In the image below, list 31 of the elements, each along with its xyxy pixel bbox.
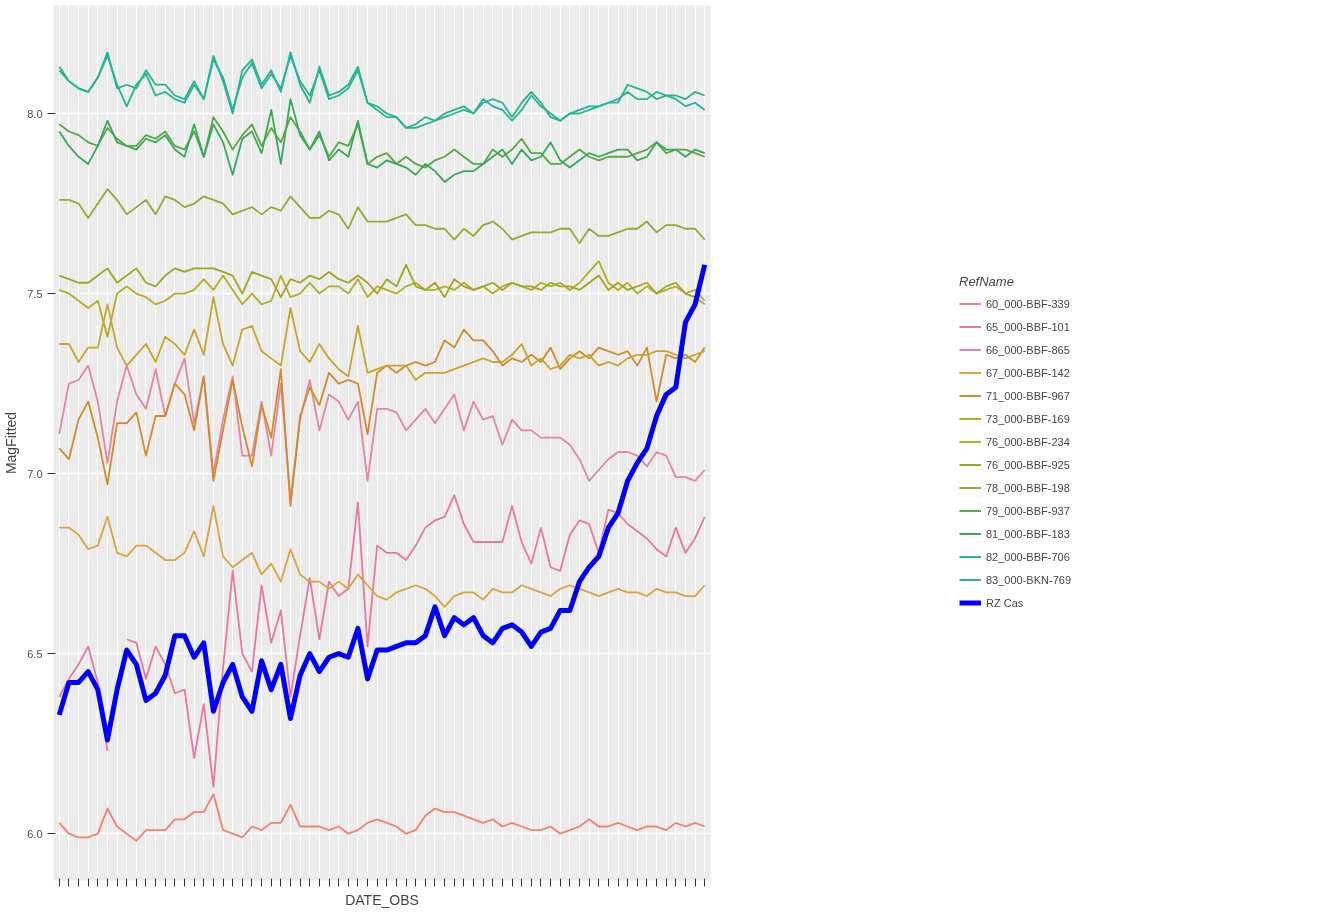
legend-label: 76_000-BBF-234 xyxy=(985,435,1070,447)
legend-title: RefName xyxy=(958,273,1015,288)
y-tick-label: 6.5 xyxy=(27,647,43,660)
legend-label: 73_000-BBF-169 xyxy=(985,412,1070,424)
line-series xyxy=(58,793,706,842)
line-series xyxy=(58,296,706,381)
legend-label: 82_000-BBF-706 xyxy=(985,550,1070,562)
legend-label: 65_000-BBF-101 xyxy=(985,320,1070,332)
y-tick-label: 7.5 xyxy=(27,287,43,300)
line-series xyxy=(58,188,706,245)
legend-label: 60_000-BBF-339 xyxy=(985,297,1070,309)
legend-label: 67_000-BBF-142 xyxy=(985,366,1070,378)
line-series xyxy=(58,263,706,306)
legend-label: 79_000-BBF-937 xyxy=(985,504,1070,516)
legend-label: 83_000-BKN-769 xyxy=(985,573,1072,585)
y-axis-title: MagFitted xyxy=(3,411,20,475)
legend-label: 76_000-BBF-925 xyxy=(985,458,1070,470)
legend-label: 66_000-BBF-865 xyxy=(985,343,1070,355)
line-series xyxy=(58,328,706,507)
y-tick-label: 7.0 xyxy=(27,467,43,480)
y-tick-label: 8.0 xyxy=(27,107,43,120)
y-tick-label: 6.0 xyxy=(27,827,43,840)
legend-label: 81_000-BBF-183 xyxy=(985,527,1070,539)
x-axis-title: DATE_OBS xyxy=(345,891,419,908)
legend-label: 78_000-BBF-198 xyxy=(985,481,1070,493)
line-series xyxy=(58,505,706,608)
line-series xyxy=(58,260,706,338)
legend-label: RZ Cas xyxy=(985,596,1024,608)
line-series xyxy=(58,98,706,183)
legend-label: 71_000-BBF-967 xyxy=(985,389,1070,401)
line-series xyxy=(58,116,706,169)
